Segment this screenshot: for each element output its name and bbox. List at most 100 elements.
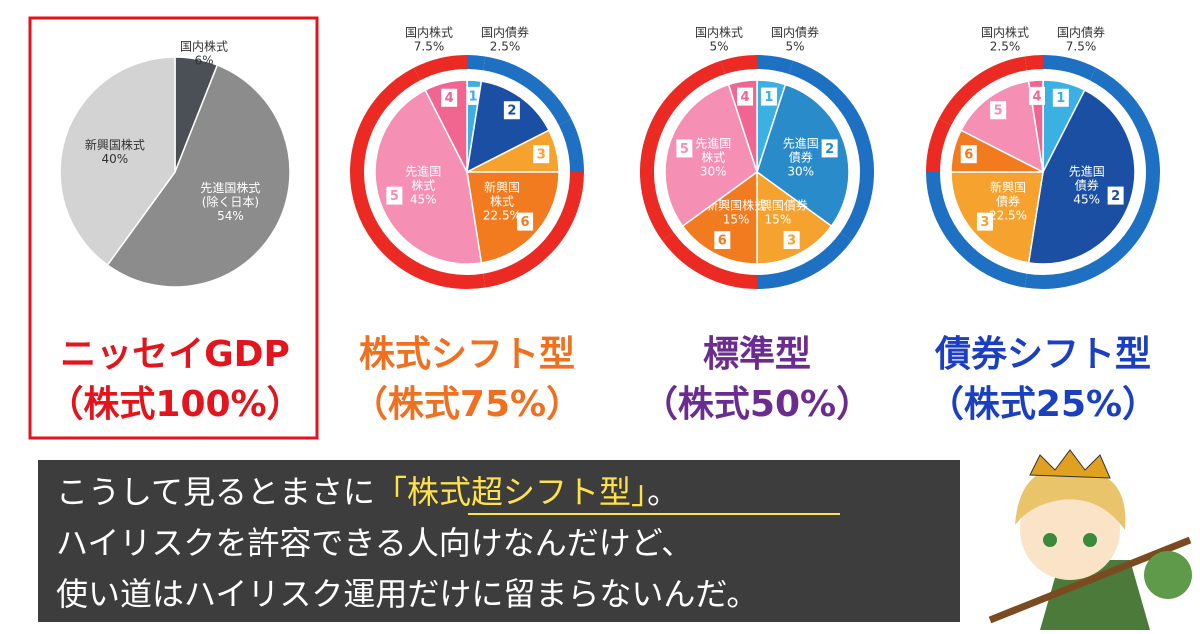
- ring-arc: [640, 60, 726, 241]
- ring-arc: [756, 55, 794, 75]
- chart-title: 株式シフト型: [359, 334, 575, 375]
- segment-badge: [503, 101, 520, 120]
- badge-number: 2: [1111, 189, 1120, 204]
- segment-badge: [1052, 88, 1069, 107]
- pie-slice: [374, 89, 483, 265]
- value-label: 2.5%: [990, 40, 1021, 54]
- segment-badge: [441, 88, 458, 107]
- ring-arc: [756, 232, 852, 289]
- ring-arc: [558, 118, 584, 173]
- ring-arc: [662, 232, 758, 289]
- value-label: 22.5%: [483, 208, 521, 222]
- segment-badge: [676, 139, 693, 158]
- caption-text: こうして見るとまさに: [56, 473, 375, 511]
- badge-number: 1: [468, 89, 477, 104]
- segment-label: 債券: [996, 193, 1020, 208]
- segment-label: 株式: [411, 178, 435, 193]
- segment-label: 株式: [490, 193, 514, 208]
- badge-number: 5: [390, 189, 399, 204]
- badge-number: 2: [825, 142, 834, 157]
- segment-label: 新興国債券: [748, 197, 808, 212]
- pie-slice: [950, 171, 1044, 264]
- ring-arc: [938, 56, 1028, 126]
- badge-number: 5: [680, 142, 689, 157]
- segment-badge: [533, 145, 550, 164]
- character: [988, 449, 1192, 630]
- badge-number: 2: [507, 104, 516, 119]
- character-face: [1020, 480, 1120, 580]
- caption-highlight: 「株式超シフト型」: [375, 473, 647, 511]
- value-label: 7.5%: [414, 40, 445, 54]
- segment-badge: [821, 139, 838, 158]
- segment-label: 国内株式: [981, 25, 1029, 40]
- badge-number: 3: [537, 148, 546, 163]
- ring-arc: [482, 171, 584, 288]
- ring-arc: [482, 56, 572, 126]
- segment-label: 国内債券: [771, 25, 819, 40]
- ring-arc: [926, 118, 952, 173]
- badge-number: 6: [964, 148, 973, 163]
- caption-line: こうして見るとまさに「株式超シフト型」。: [56, 473, 679, 511]
- character-hair: [1015, 468, 1126, 530]
- value-label: 5%: [709, 40, 728, 54]
- segment-label: 新興国株式: [706, 197, 766, 212]
- chart-subtitle: （株式75%）: [352, 384, 582, 425]
- chart-subtitle: （株式50%）: [642, 384, 872, 425]
- segment-label: 先進国: [695, 136, 731, 150]
- pie-slice: [664, 83, 758, 228]
- segment-label: 国内株式: [695, 25, 743, 40]
- value-label: 15%: [723, 212, 750, 226]
- segment-label: 新興国: [990, 179, 1026, 194]
- badge-number: 4: [1032, 89, 1041, 104]
- segment-label: 債券: [1075, 178, 1099, 193]
- character-bundle: [1144, 551, 1192, 599]
- segment-label: 国内株式: [180, 39, 228, 54]
- badge-number: 3: [980, 215, 989, 230]
- segment-badge: [714, 231, 731, 250]
- segment-label: 先進国: [405, 165, 441, 179]
- badge-number: 1: [764, 90, 773, 105]
- value-label: 7.5%: [1066, 40, 1097, 54]
- segment-label: 株式: [701, 149, 725, 164]
- segment-badge: [464, 86, 481, 105]
- value-label: 6%: [195, 54, 214, 68]
- pie-slice: [756, 83, 850, 228]
- segment-badge: [517, 212, 534, 231]
- value-label: 15%: [765, 212, 792, 226]
- pie-slice: [59, 56, 176, 267]
- ring-arc: [350, 67, 486, 289]
- value-label: 22.5%: [989, 208, 1027, 222]
- ring-arc: [1024, 67, 1160, 289]
- segment-label: 国内債券: [1057, 25, 1105, 40]
- ring-arc: [926, 171, 1028, 288]
- segment-label: 国内債券: [481, 25, 529, 40]
- ring-arc: [1042, 55, 1097, 81]
- pie-slice: [681, 170, 758, 265]
- segment-badge: [1107, 186, 1124, 205]
- ring-arc: [788, 60, 874, 241]
- segment-label: 国内株式: [405, 25, 453, 40]
- pie-slice: [106, 64, 291, 288]
- segment-badge: [960, 145, 977, 164]
- ring-arc: [466, 55, 486, 71]
- segment-badge: [760, 87, 777, 106]
- segment-label: 先進国: [1069, 165, 1105, 179]
- value-label: 2.5%: [490, 40, 521, 54]
- value-label: 30%: [787, 164, 814, 178]
- ring-arc: [1024, 55, 1044, 71]
- pie-slice: [466, 80, 550, 174]
- segment-label: 先進国株式: [200, 180, 260, 195]
- ring-arc: [413, 55, 468, 81]
- character-stick: [988, 536, 1192, 624]
- chart-subtitle: （株式100%）: [47, 384, 302, 425]
- character-eye: [1043, 533, 1057, 547]
- badge-number: 4: [741, 90, 750, 105]
- segment-badge: [990, 101, 1007, 120]
- badge-number: 4: [445, 91, 454, 106]
- value-label: 5%: [785, 40, 804, 54]
- segment-badge: [386, 186, 403, 205]
- badge-number: 1: [1056, 91, 1065, 106]
- segment-badge: [783, 231, 800, 250]
